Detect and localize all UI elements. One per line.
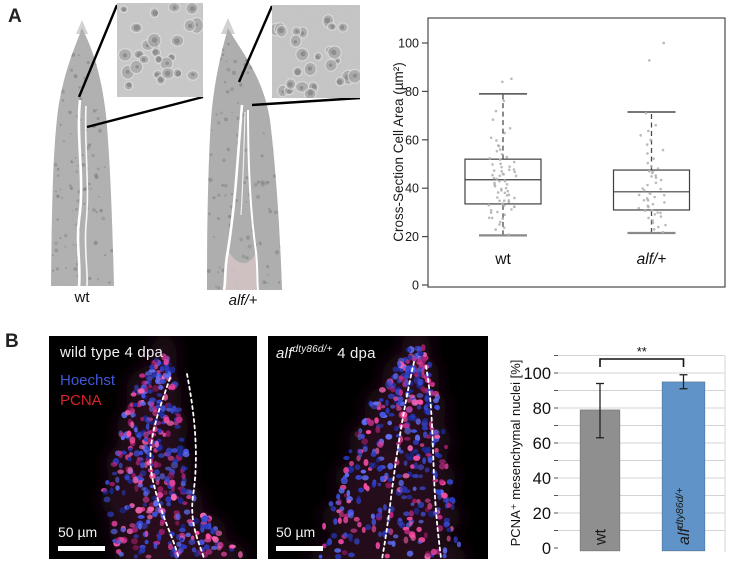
- fluorescence-wt-art: [49, 336, 257, 559]
- leader-line: [251, 96, 361, 107]
- y-tick-label: 60: [533, 435, 551, 453]
- y-tick-label: 100: [523, 365, 551, 383]
- y-tick-label: 60: [405, 133, 419, 147]
- image-alf-allele-superscript: dty86d/+: [292, 344, 333, 355]
- bar-alf: [661, 381, 706, 552]
- y-tick-label: 20: [405, 230, 419, 244]
- dashed-outline: [425, 365, 442, 559]
- fluorescence-image-wt: wild type 4 dpa Hoechst PCNA 50 µm: [49, 336, 257, 559]
- y-tick-label: 40: [405, 182, 419, 196]
- leader-line: [86, 95, 204, 129]
- x-category-label: alf/+: [637, 251, 667, 268]
- fin-wt-tip: [76, 20, 88, 34]
- y-tick-label: 100: [398, 37, 419, 51]
- leader-line: [77, 4, 119, 98]
- plot-frame: [427, 17, 726, 288]
- y-tick-label: 80: [405, 85, 419, 99]
- y-tick-label: 80: [533, 400, 551, 418]
- box-0: [464, 158, 542, 205]
- specimen-label-alf: alf/+: [228, 292, 258, 309]
- y-axis-label: Cross-Section Cell Area (µm²): [393, 62, 406, 242]
- histology-artwork: [51, 3, 361, 290]
- fluorescence-alf-art: [268, 336, 488, 559]
- y-tick-label: 20: [533, 505, 551, 523]
- image-wt-title: wild type 4 dpa: [60, 344, 164, 361]
- cell-area-boxplot: 0 20 40 60 80 100 Cross-Section Cell Area (µm²…: [393, 17, 726, 293]
- significance-stars: **: [637, 344, 647, 359]
- x-category-label: wt: [593, 528, 610, 546]
- fin-alf-inset-zoom: [272, 5, 360, 98]
- dashed-outline: [149, 377, 180, 559]
- y-tick-label: 40: [533, 470, 551, 488]
- significance-bracket: [599, 358, 685, 367]
- legend-hoechst: Hoechst: [60, 372, 116, 389]
- fin-wt-inset-zoom: [117, 3, 203, 97]
- scalebar-alf: [276, 546, 323, 551]
- scalebar-wt: [58, 546, 105, 551]
- fluorescence-image-alf: alfdty86d/+ 4 dpa 50 µm: [268, 336, 488, 559]
- image-alf-gene: alf: [276, 345, 293, 362]
- x-category-label: alfdty86d/+: [674, 488, 693, 545]
- specimen-label-wt: wt: [74, 289, 90, 306]
- scalebar-label-wt: 50 µm: [58, 524, 98, 540]
- image-alf-title: alfdty86d/+ 4 dpa: [276, 344, 376, 362]
- fin-wt-image: [51, 28, 114, 286]
- panel-a-label: A: [8, 6, 22, 27]
- dashed-outline: [381, 361, 415, 559]
- dashed-outline: [186, 373, 205, 559]
- legend-pcna: PCNA: [60, 392, 102, 409]
- y-tick-label: 0: [542, 540, 551, 558]
- y-axis-label: PCNA⁺ mesenchymal nuclei [%]: [508, 360, 523, 547]
- x-category-label: wt: [494, 251, 511, 268]
- leader-line: [237, 5, 274, 83]
- y-tick-label: 0: [412, 279, 419, 293]
- panel-b-label: B: [5, 331, 19, 352]
- image-alf-title-rest: 4 dpa: [332, 345, 376, 362]
- fin-alf-tip: [221, 18, 235, 34]
- scalebar-label-alf: 50 µm: [276, 524, 316, 540]
